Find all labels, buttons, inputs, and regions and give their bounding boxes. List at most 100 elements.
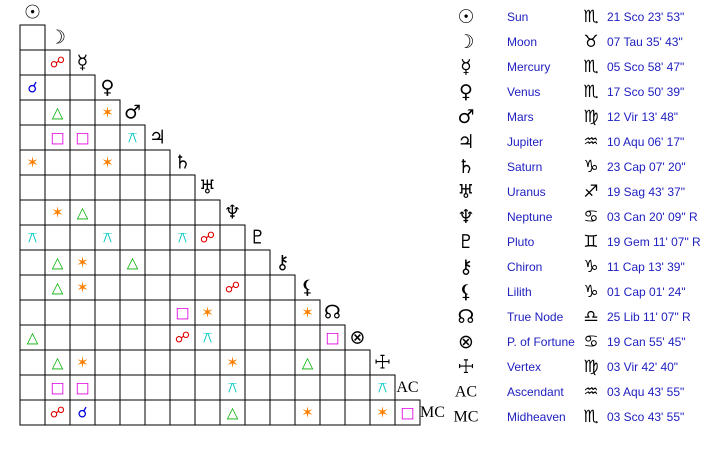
sign-glyph: ♎ — [583, 307, 598, 327]
grid-planet-glyph: ☩ — [374, 352, 391, 374]
planet-position: 03 Vir 42' 40" — [607, 360, 678, 374]
grid-planet-glyph: ♆ — [224, 202, 241, 224]
aspect-symbol: ☍ — [50, 404, 65, 422]
grid-cell — [169, 199, 196, 226]
grid-cell — [269, 349, 296, 376]
planet-name: True Node — [507, 310, 564, 324]
grid-cell — [194, 374, 221, 401]
aspect-symbol: □ — [75, 129, 89, 147]
planet-name: Pluto — [507, 235, 535, 249]
grid-cell — [69, 124, 96, 151]
grid-cell — [169, 399, 196, 426]
planet-position: 03 Can 20' 09" R — [607, 210, 698, 224]
grid-cell — [144, 299, 171, 326]
sign-glyph: ♒ — [583, 382, 598, 402]
planet-position: 03 Sco 43' 55" — [607, 410, 684, 424]
grid-cell — [369, 399, 396, 426]
grid-cell — [169, 249, 196, 276]
planet-glyph: ⚸ — [459, 281, 473, 303]
planet-glyph: AC — [455, 384, 477, 401]
planet-glyph: ♇ — [457, 231, 474, 253]
grid-cell — [244, 274, 271, 301]
grid-cell — [19, 274, 46, 301]
planet-name: Jupiter — [507, 135, 543, 149]
grid-cell — [219, 224, 246, 251]
grid-cell — [194, 199, 221, 226]
grid-cell — [144, 274, 171, 301]
planet-name: Venus — [507, 85, 540, 99]
planet-position: 03 Aqu 43' 55" — [607, 385, 684, 399]
sign-glyph: ♍ — [583, 107, 598, 127]
aspect-symbol: ⚻ — [103, 229, 113, 247]
grid-cell — [19, 24, 46, 51]
aspect-symbol: ✶ — [26, 154, 39, 172]
sign-glyph: ♏ — [583, 57, 598, 77]
planet-glyph: ☿ — [460, 56, 472, 78]
grid-cell — [94, 124, 121, 151]
aspect-symbol: ☍ — [50, 54, 65, 72]
planet-glyph: ♆ — [457, 206, 474, 228]
grid-cell — [119, 149, 146, 176]
planet-glyph: ☩ — [457, 356, 474, 378]
grid-cell — [294, 399, 321, 426]
aspect-symbol: □ — [325, 329, 339, 347]
grid-cell — [19, 49, 46, 76]
grid-cell — [69, 224, 96, 251]
aspect-symbol: ✶ — [201, 304, 214, 322]
aspect-symbol: △ — [127, 254, 139, 272]
aspect-symbol: △ — [52, 104, 64, 122]
aspect-symbol: △ — [227, 404, 239, 422]
grid-cell — [44, 199, 71, 226]
grid-planet-glyph: MC — [420, 404, 445, 421]
aspect-symbol: □ — [50, 379, 64, 397]
grid-cell — [69, 174, 96, 201]
aspect-symbol: △ — [27, 329, 39, 347]
grid-cell — [94, 324, 121, 351]
grid-cell — [219, 324, 246, 351]
grid-cell — [144, 249, 171, 276]
aspect-symbol: □ — [75, 379, 89, 397]
grid-cell — [19, 399, 46, 426]
grid-cell — [319, 374, 346, 401]
planet-position: 01 Cap 01' 24" — [607, 285, 686, 299]
planet-glyph: ♀ — [459, 81, 473, 103]
planet-name: Uranus — [507, 185, 546, 199]
grid-cell — [19, 124, 46, 151]
grid-cell — [219, 349, 246, 376]
aspect-symbol: ⚻ — [28, 229, 38, 247]
sign-glyph: ♑ — [583, 282, 598, 302]
grid-cell — [19, 199, 46, 226]
aspect-symbol: △ — [52, 279, 64, 297]
grid-cell — [44, 174, 71, 201]
grid-cell — [319, 349, 346, 376]
grid-planet-glyph: ☽ — [49, 27, 66, 49]
sign-glyph: ♍ — [583, 357, 598, 377]
planet-position: 25 Lib 11' 07" R — [607, 310, 691, 324]
planet-glyph: ♂ — [457, 106, 474, 128]
sign-glyph: ♑ — [583, 257, 598, 277]
grid-cell — [44, 299, 71, 326]
grid-cell — [169, 299, 196, 326]
grid-cell — [244, 299, 271, 326]
grid-planet-glyph: ☿ — [77, 52, 89, 74]
grid-cell — [94, 374, 121, 401]
grid-planet-glyph: AC — [396, 379, 418, 396]
grid-cell — [269, 324, 296, 351]
planet-position: 12 Vir 13' 48" — [607, 110, 678, 124]
grid-cell — [69, 324, 96, 351]
aspect-symbol: ⚻ — [228, 379, 238, 397]
grid-cell — [19, 99, 46, 126]
grid-cell — [194, 249, 221, 276]
grid-cell — [44, 149, 71, 176]
aspect-symbol: ✶ — [226, 354, 239, 372]
grid-planet-glyph: ♄ — [174, 152, 191, 174]
grid-cell — [294, 374, 321, 401]
grid-cell — [219, 274, 246, 301]
grid-cell — [44, 324, 71, 351]
grid-cell — [144, 174, 171, 201]
planet-name: Mars — [507, 110, 534, 124]
planet-position: 07 Tau 35' 43" — [607, 35, 683, 49]
aspect-symbol: △ — [52, 254, 64, 272]
planet-position: 19 Sag 43' 37" — [607, 185, 685, 199]
